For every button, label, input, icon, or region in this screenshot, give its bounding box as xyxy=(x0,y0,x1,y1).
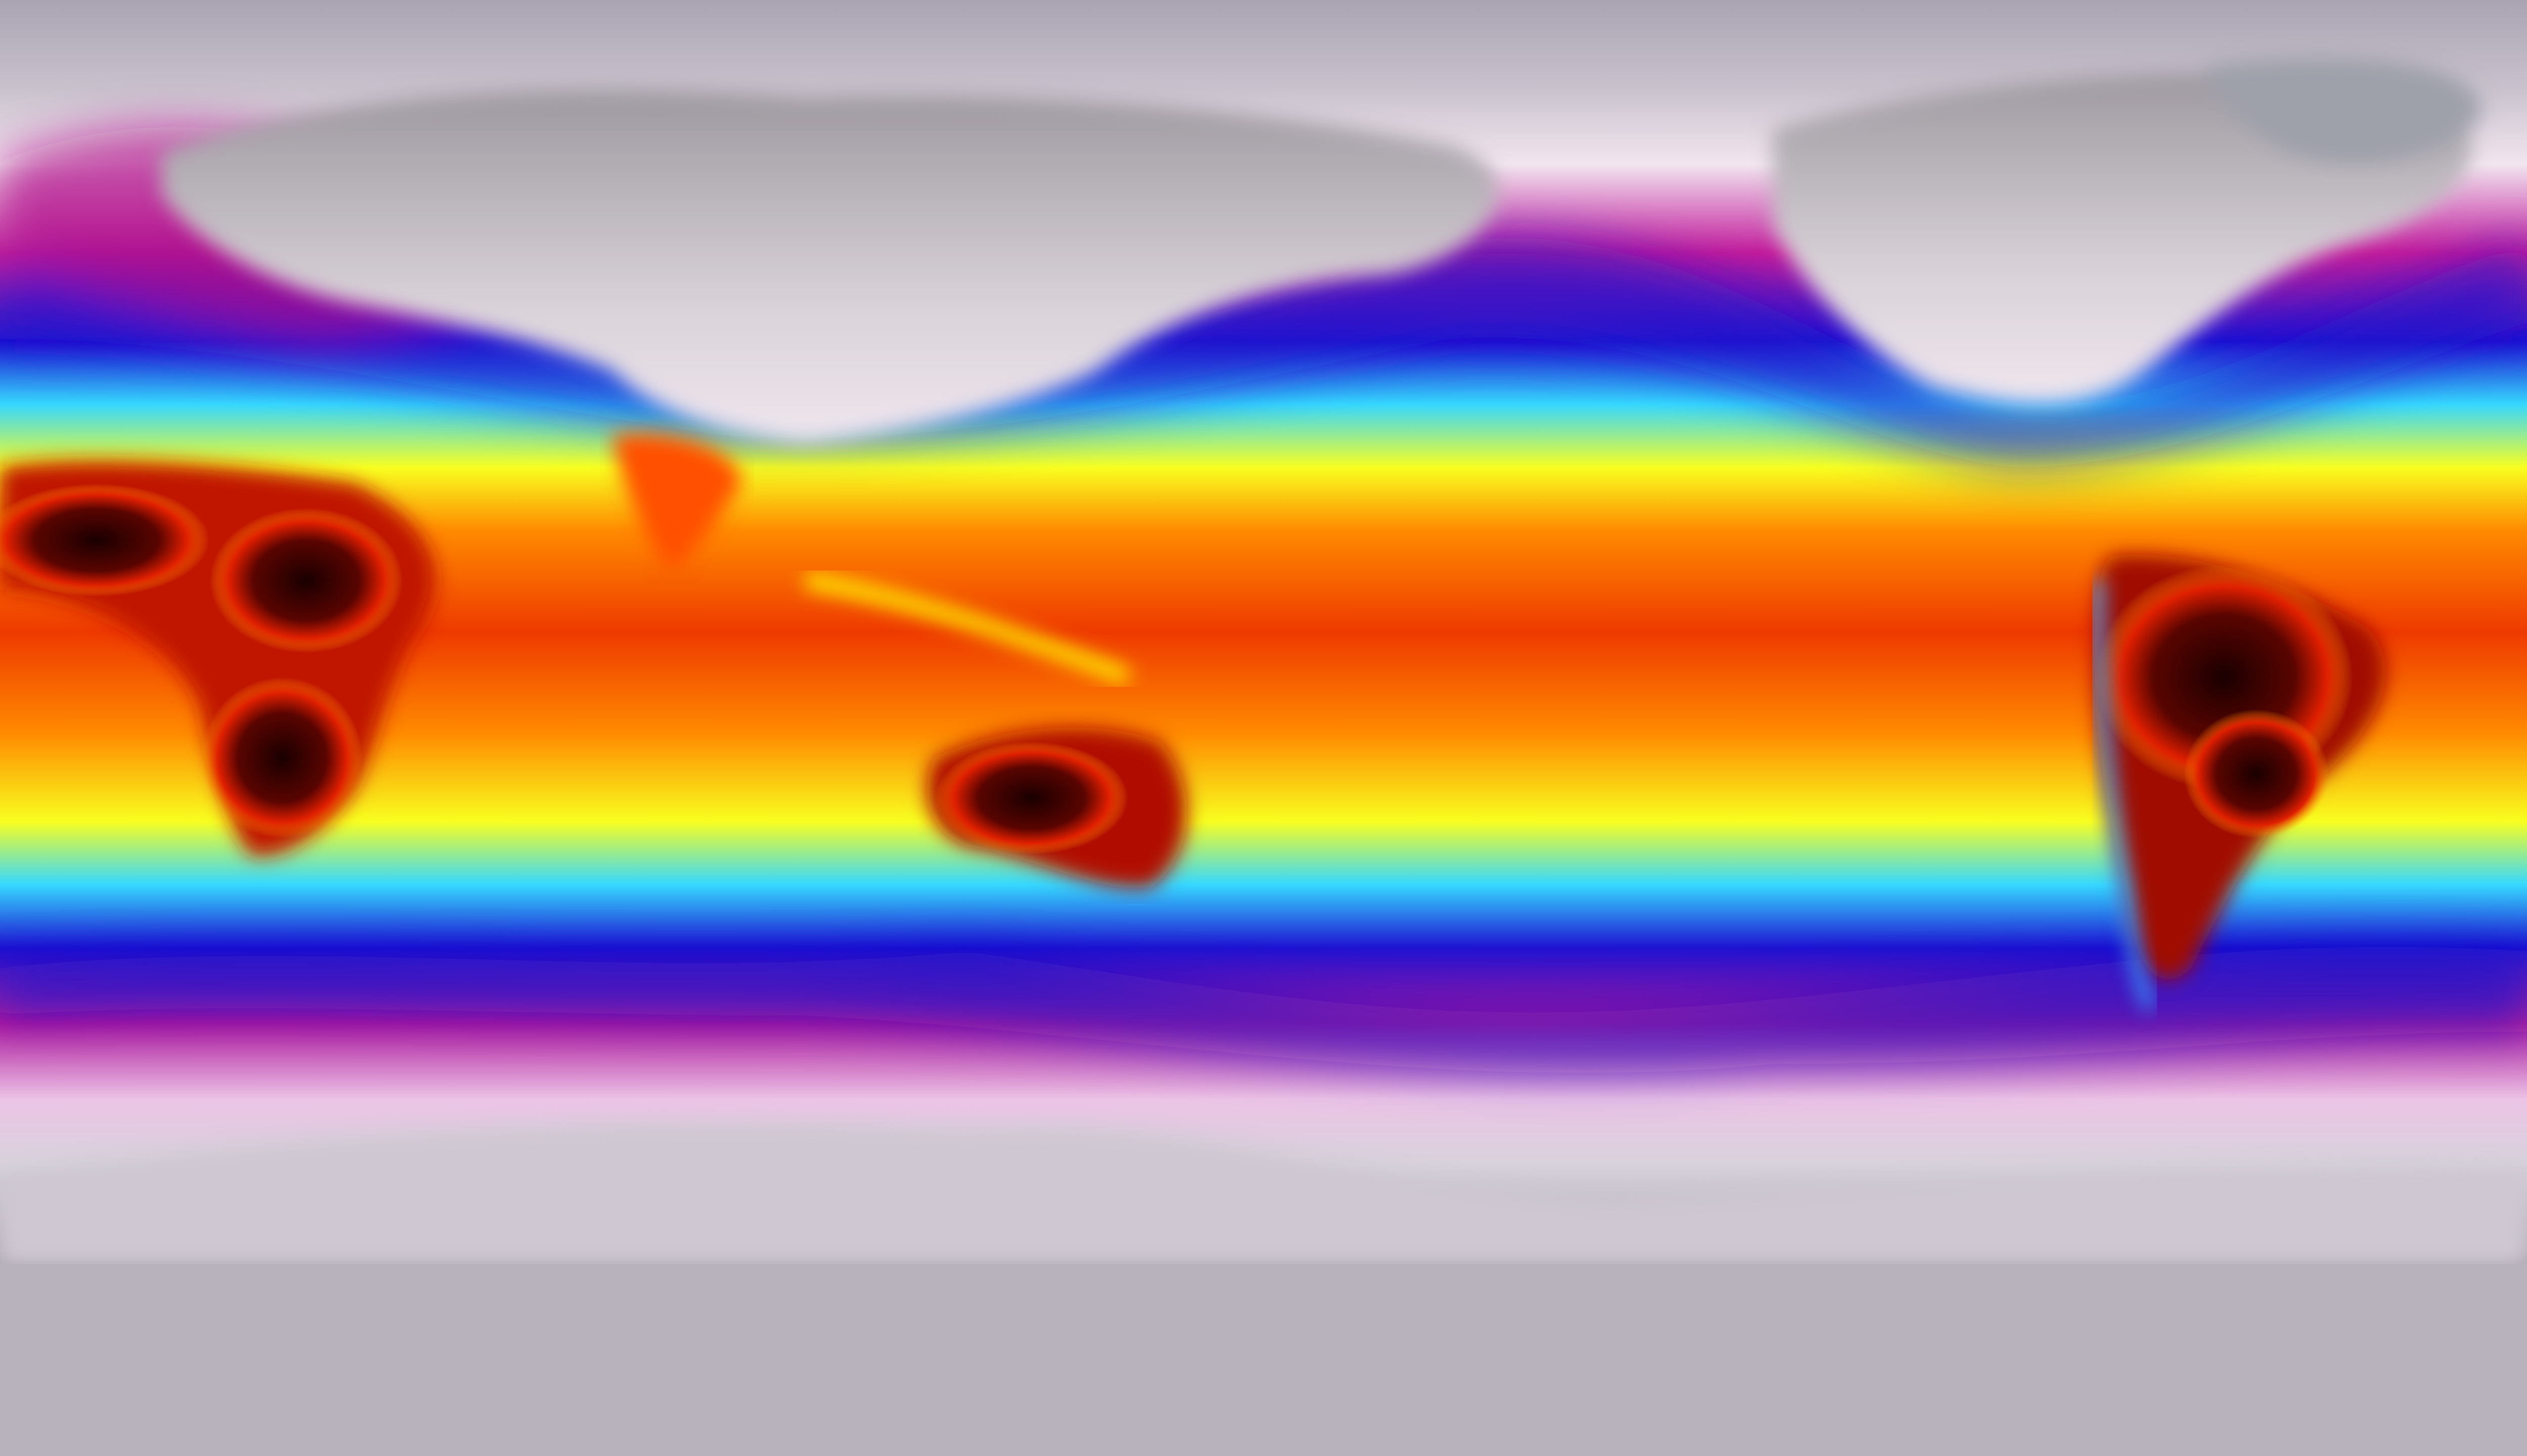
central-africa-core xyxy=(209,507,403,653)
antarctica xyxy=(0,1122,2527,1264)
andes-cold-strip xyxy=(2092,580,2156,1012)
sahara-core xyxy=(0,483,210,597)
hot-regions xyxy=(0,434,2385,1012)
maritime-continent xyxy=(804,572,1131,685)
temperature-map xyxy=(0,0,2527,1264)
australia-core xyxy=(934,741,1129,855)
southern-africa-core xyxy=(201,677,363,838)
eurasia xyxy=(161,89,1499,444)
brazil-core xyxy=(2183,709,2329,838)
greenland xyxy=(2208,57,2482,165)
india xyxy=(612,434,741,573)
